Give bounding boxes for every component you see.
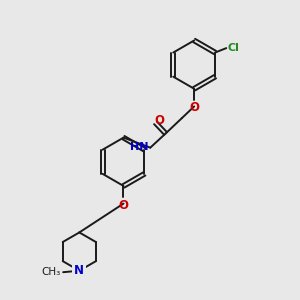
Text: O: O [118,199,128,212]
Text: O: O [154,114,164,127]
Text: Cl: Cl [228,43,240,53]
Text: N: N [74,264,84,277]
Text: O: O [189,101,199,114]
Text: CH₃: CH₃ [41,267,61,277]
Text: HN: HN [130,142,149,152]
